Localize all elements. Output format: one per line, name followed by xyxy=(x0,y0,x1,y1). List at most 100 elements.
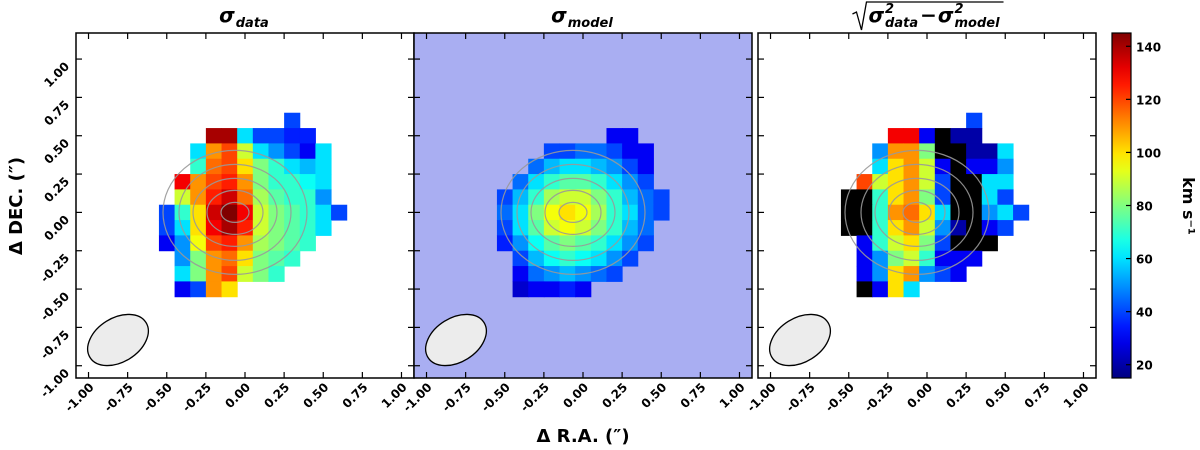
pixel xyxy=(528,174,545,190)
pixel xyxy=(934,220,951,236)
pixel xyxy=(903,143,920,160)
pixel xyxy=(543,220,561,236)
colorbar-tick-label: 40 xyxy=(1136,306,1153,320)
pixel xyxy=(205,235,223,252)
pixel xyxy=(966,112,983,129)
pixel xyxy=(590,235,607,252)
pixel xyxy=(997,174,1014,190)
y-tick-label: 0.25 xyxy=(41,174,72,205)
colorbar-tick-label: 140 xyxy=(1136,40,1161,54)
pixel xyxy=(966,204,983,221)
pixel xyxy=(950,189,967,206)
pixel xyxy=(887,220,905,236)
pixel xyxy=(1013,204,1030,221)
x-tick-label: -0.25 xyxy=(180,380,214,414)
pixel xyxy=(606,158,623,175)
pixel xyxy=(981,189,998,206)
pixel xyxy=(299,128,316,144)
pixel xyxy=(331,204,348,221)
pixel xyxy=(237,250,254,267)
title-sub: model xyxy=(568,16,614,31)
pixel xyxy=(950,235,967,252)
y-tick-label: -0.25 xyxy=(38,251,72,285)
y-tick-label: 0.75 xyxy=(41,98,72,129)
pixel xyxy=(966,220,983,236)
pixel xyxy=(934,174,951,190)
pixel xyxy=(252,189,269,206)
pixel xyxy=(205,220,223,236)
title-sup: 2 xyxy=(885,2,894,17)
pixel xyxy=(252,220,269,236)
pixel xyxy=(903,128,920,144)
pixel xyxy=(190,235,207,252)
x-tick-label: -1.00 xyxy=(62,380,96,414)
pixel xyxy=(496,189,514,206)
contour xyxy=(192,177,278,247)
pixel xyxy=(840,204,858,221)
x-tick-label: -0.75 xyxy=(101,380,135,414)
pixel xyxy=(966,235,983,252)
contour xyxy=(888,189,946,235)
pixel xyxy=(966,174,983,190)
beam xyxy=(425,313,487,367)
x-tick-label: 0.75 xyxy=(1022,380,1053,411)
pixel xyxy=(512,281,529,298)
pixel xyxy=(559,143,576,160)
pixel xyxy=(919,158,936,175)
pixel xyxy=(872,250,889,267)
pixel xyxy=(190,281,207,298)
x-tick-label: -0.75 xyxy=(783,380,817,414)
x-tick-label: -0.25 xyxy=(518,380,552,414)
pixel xyxy=(512,250,529,267)
pixel xyxy=(887,158,905,175)
pixel xyxy=(158,220,176,236)
contour xyxy=(500,149,646,275)
pixel xyxy=(543,281,561,298)
pixel xyxy=(174,189,191,206)
pixel xyxy=(252,174,269,190)
pixel xyxy=(934,204,951,221)
pixel xyxy=(190,143,207,160)
pixel xyxy=(543,174,561,190)
pixel xyxy=(637,174,654,190)
pixel xyxy=(872,281,889,298)
pixel xyxy=(496,235,514,252)
contour xyxy=(220,201,250,223)
colorbar-tick-label: 20 xyxy=(1136,359,1153,373)
pixel xyxy=(887,235,905,252)
pixel xyxy=(966,250,983,267)
pixel xyxy=(887,250,905,267)
pixel xyxy=(934,128,951,144)
pixel xyxy=(174,174,191,190)
pixel xyxy=(950,220,967,236)
pixel xyxy=(252,266,269,282)
pixel xyxy=(590,250,607,267)
contour xyxy=(874,177,960,247)
pixel xyxy=(205,266,223,282)
pixel xyxy=(637,204,654,221)
pixel xyxy=(919,250,936,267)
y-tick-label: 1.00 xyxy=(41,59,72,90)
pixel xyxy=(590,220,607,236)
x-tick-label: 0.50 xyxy=(983,380,1014,411)
pixel xyxy=(299,220,316,236)
pixel xyxy=(919,235,936,252)
pixel xyxy=(856,250,873,267)
pixel xyxy=(528,189,545,206)
pixel xyxy=(237,235,254,252)
pixel xyxy=(637,189,654,206)
x-tick-label: -0.50 xyxy=(823,380,857,414)
pixel xyxy=(903,220,920,236)
pixel xyxy=(543,158,561,175)
pixel xyxy=(856,189,873,206)
pixel xyxy=(174,250,191,267)
colorbar-tick-label: 60 xyxy=(1136,253,1153,267)
pixel xyxy=(559,174,576,190)
pixel xyxy=(543,250,561,267)
pixel xyxy=(252,158,269,175)
x-tick-label: -1.00 xyxy=(744,380,778,414)
pixel xyxy=(221,235,238,252)
pixel xyxy=(221,128,238,144)
pixel xyxy=(268,220,285,236)
